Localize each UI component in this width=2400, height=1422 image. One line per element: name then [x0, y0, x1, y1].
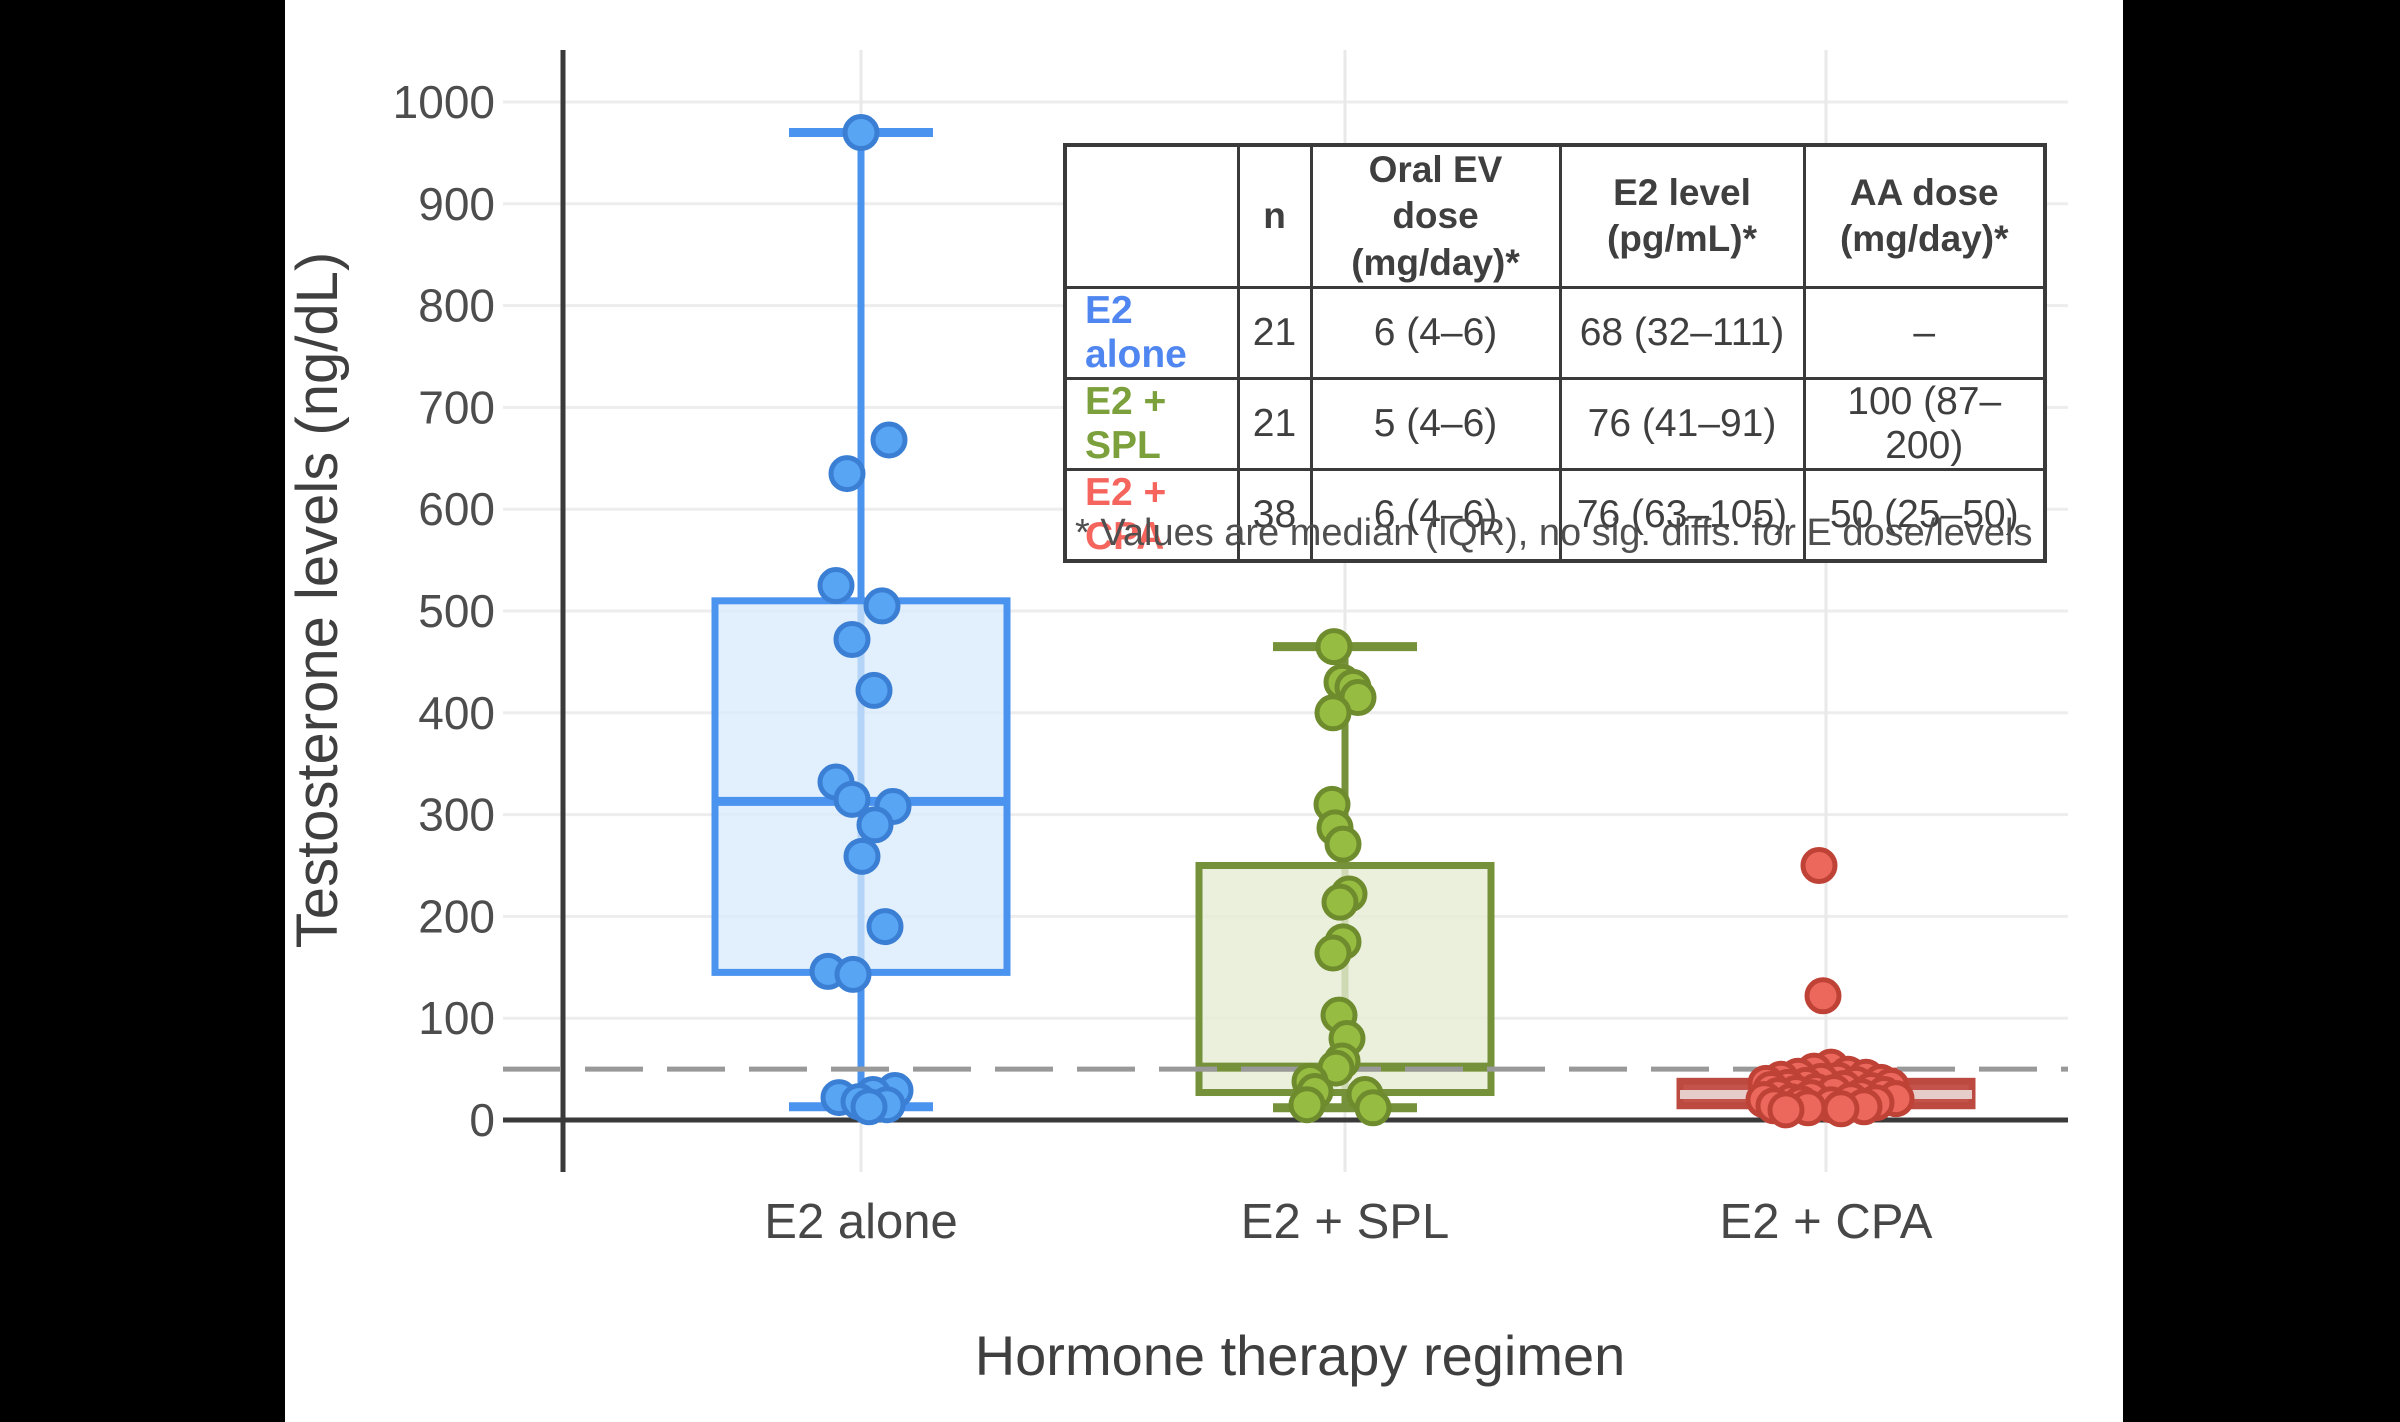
y-tick-label: 0	[469, 1094, 495, 1146]
row-label-e2-alone: E2 alone	[1063, 285, 1240, 380]
y-tick-label: 300	[418, 789, 495, 841]
cell-ev-dose: 5 (4–6)	[1309, 376, 1562, 471]
y-tick-label: 200	[418, 890, 495, 942]
y-tick-label: 1000	[393, 76, 495, 128]
data-point-E2+CPA	[1767, 1091, 1805, 1129]
x-axis-title: Hormone therapy regimen	[975, 1324, 1626, 1387]
cell-e2-level: 76 (41–91)	[1558, 376, 1806, 471]
row-label-e2-spl: E2 + SPL	[1063, 376, 1240, 471]
right-letterbox-bar	[2123, 0, 2400, 1422]
table-header-ev-dose: Oral EV dose (mg/day)*	[1309, 143, 1562, 289]
data-point-E2alone	[856, 806, 894, 844]
data-point-E2alone	[834, 955, 872, 993]
y-tick-label: 600	[418, 483, 495, 535]
table-row: E2 + CPA 38 6 (4–6) 76 (63–105) 50 (25–5…	[1063, 467, 2047, 563]
data-point-E2+SPL	[1314, 934, 1352, 972]
cell-ev-dose: 6 (4–6)	[1309, 285, 1562, 380]
x-category-label: E2 + SPL	[1241, 1195, 1449, 1249]
data-point-E2alone	[828, 455, 866, 493]
y-tick-label: 100	[418, 992, 495, 1044]
data-point-E2alone	[850, 1088, 888, 1126]
data-point-E2alone	[863, 587, 901, 625]
y-axis-title: Testosterone levels (ng/dL)	[285, 252, 350, 948]
data-point-E2+CPA	[1822, 1090, 1860, 1128]
data-point-E2+CPA	[1800, 847, 1838, 884]
cell-n: 21	[1236, 376, 1313, 471]
y-tick-label: 400	[418, 687, 495, 739]
data-point-E2+SPL	[1321, 883, 1359, 921]
cell-aa-dose: 100 (87–200)	[1802, 376, 2047, 471]
data-point-E2alone	[855, 671, 893, 709]
table-header-blank	[1063, 143, 1240, 289]
data-point-E2+SPL	[1288, 1086, 1326, 1124]
cell-ev-dose: 6 (4–6)	[1309, 467, 1562, 563]
row-label-e2-cpa: E2 + CPA	[1063, 467, 1240, 563]
data-point-E2alone	[870, 421, 908, 459]
table-header-n: n	[1236, 143, 1313, 289]
table-row: E2 alone 21 6 (4–6) 68 (32–111) –	[1063, 285, 2047, 380]
table-header-row: n Oral EV dose (mg/day)* E2 level (pg/mL…	[1063, 143, 2047, 289]
cell-n: 21	[1236, 285, 1313, 380]
cell-aa-dose: 50 (25–50)	[1802, 467, 2047, 563]
data-point-E2alone	[866, 908, 904, 946]
dose-summary-table: n Oral EV dose (mg/day)* E2 level (pg/mL…	[1063, 143, 2047, 563]
data-point-E2alone	[842, 114, 880, 152]
cell-e2-level: 68 (32–111)	[1558, 285, 1806, 380]
y-tick-label: 900	[418, 178, 495, 230]
cell-e2-level: 76 (63–105)	[1558, 467, 1806, 563]
table-header-aa-dose: AA dose (mg/day)*	[1802, 143, 2047, 289]
data-point-E2+SPL	[1324, 825, 1362, 863]
x-category-label: E2 alone	[764, 1195, 957, 1249]
table-header-e2-level: E2 level (pg/mL)*	[1558, 143, 1806, 289]
data-point-E2alone	[817, 567, 855, 605]
data-point-E2alone	[843, 837, 881, 875]
table-row: E2 + SPL 21 5 (4–6) 76 (41–91) 100 (87–2…	[1063, 376, 2047, 471]
left-letterbox-bar	[0, 0, 285, 1422]
cell-n: 38	[1236, 467, 1313, 563]
x-category-label: E2 + CPA	[1720, 1195, 1933, 1249]
y-tick-label: 800	[418, 280, 495, 332]
y-tick-label: 500	[418, 585, 495, 637]
table-footnote: * Values are median (IQR), no sig. diffs…	[1075, 512, 2033, 554]
data-point-E2alone	[833, 621, 871, 659]
cell-aa-dose: –	[1802, 285, 2047, 380]
data-point-E2+SPL	[1314, 694, 1352, 732]
data-point-E2+CPA	[1804, 977, 1842, 1015]
data-point-E2+SPL	[1354, 1089, 1392, 1127]
data-point-E2+SPL	[1315, 628, 1353, 666]
y-tick-label: 700	[418, 381, 495, 433]
data-point-E2alone	[833, 780, 871, 818]
